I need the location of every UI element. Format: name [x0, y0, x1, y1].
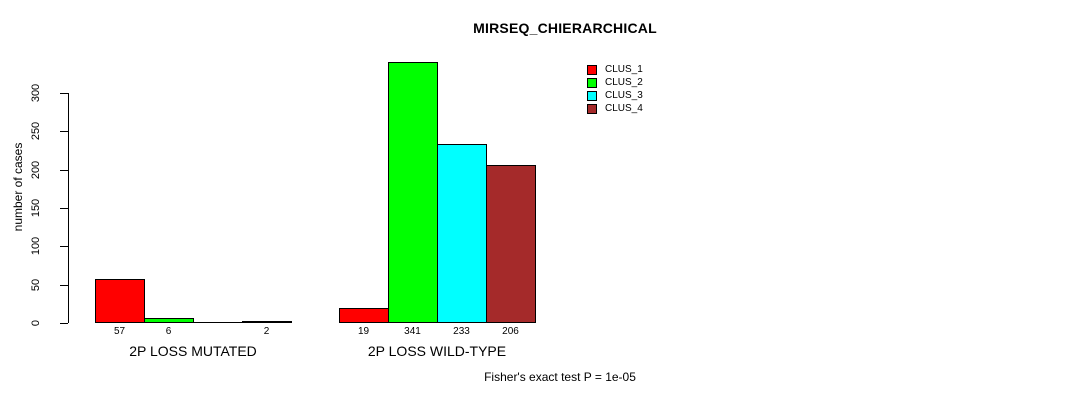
chart-title: MIRSEQ_CHIERARCHICAL: [473, 20, 657, 36]
y-tick: [60, 131, 68, 132]
legend-swatch-clus-4: [587, 103, 597, 114]
legend-swatch-clus-2: [587, 77, 597, 88]
legend-swatch-clus-1: [587, 64, 597, 75]
legend: CLUS_1 CLUS_2 CLUS_3 CLUS_4: [587, 64, 643, 116]
bar-clus-3: [437, 144, 487, 323]
bar-value-label: 233: [453, 326, 470, 337]
legend-item-clus-2: CLUS_2: [587, 77, 643, 88]
group-label-2p-loss-mutated: 2P LOSS MUTATED: [129, 343, 257, 359]
bar-value-label: 57: [113, 326, 126, 337]
bar-clus-4: [242, 321, 292, 323]
y-tick-label: 250: [30, 121, 42, 141]
bar-clus-1: [95, 279, 145, 323]
legend-swatch-clus-3: [587, 90, 597, 101]
legend-item-clus-4: CLUS_4: [587, 103, 643, 114]
bar-clus-2: [388, 62, 438, 323]
y-tick-label: 50: [30, 278, 42, 292]
bar-value-label: 341: [404, 326, 421, 337]
bar-value-label: 206: [502, 326, 519, 337]
legend-label: CLUS_1: [605, 64, 643, 75]
y-tick-label: 100: [30, 236, 42, 256]
y-tick: [60, 93, 68, 94]
legend-label: CLUS_3: [605, 90, 643, 101]
legend-label: CLUS_4: [605, 103, 643, 114]
y-tick-label: 0: [30, 319, 42, 327]
legend-label: CLUS_2: [605, 77, 643, 88]
y-tick: [60, 170, 68, 171]
bar-value-label: 6: [165, 326, 172, 337]
bar-clus-1: [339, 308, 389, 323]
bar-clus-3: [193, 322, 243, 323]
y-tick: [60, 323, 68, 324]
bar-value-label: 2: [263, 326, 270, 337]
y-tick-label: 300: [30, 83, 42, 103]
bar-clus-2: [144, 318, 194, 323]
y-tick: [60, 285, 68, 286]
y-axis-label: number of cases: [11, 142, 25, 232]
group-label-2p-loss-wild-type: 2P LOSS WILD-TYPE: [367, 343, 507, 359]
y-tick-label: 150: [30, 198, 42, 218]
y-axis-line: [68, 93, 69, 323]
legend-item-clus-1: CLUS_1: [587, 64, 643, 75]
y-tick: [60, 246, 68, 247]
legend-item-clus-3: CLUS_3: [587, 90, 643, 101]
bar-value-label: 19: [357, 326, 370, 337]
y-tick-label: 200: [30, 160, 42, 180]
fisher-test-annotation: Fisher's exact test P = 1e-05: [484, 370, 636, 384]
bar-clus-4: [486, 165, 536, 323]
y-tick: [60, 208, 68, 209]
